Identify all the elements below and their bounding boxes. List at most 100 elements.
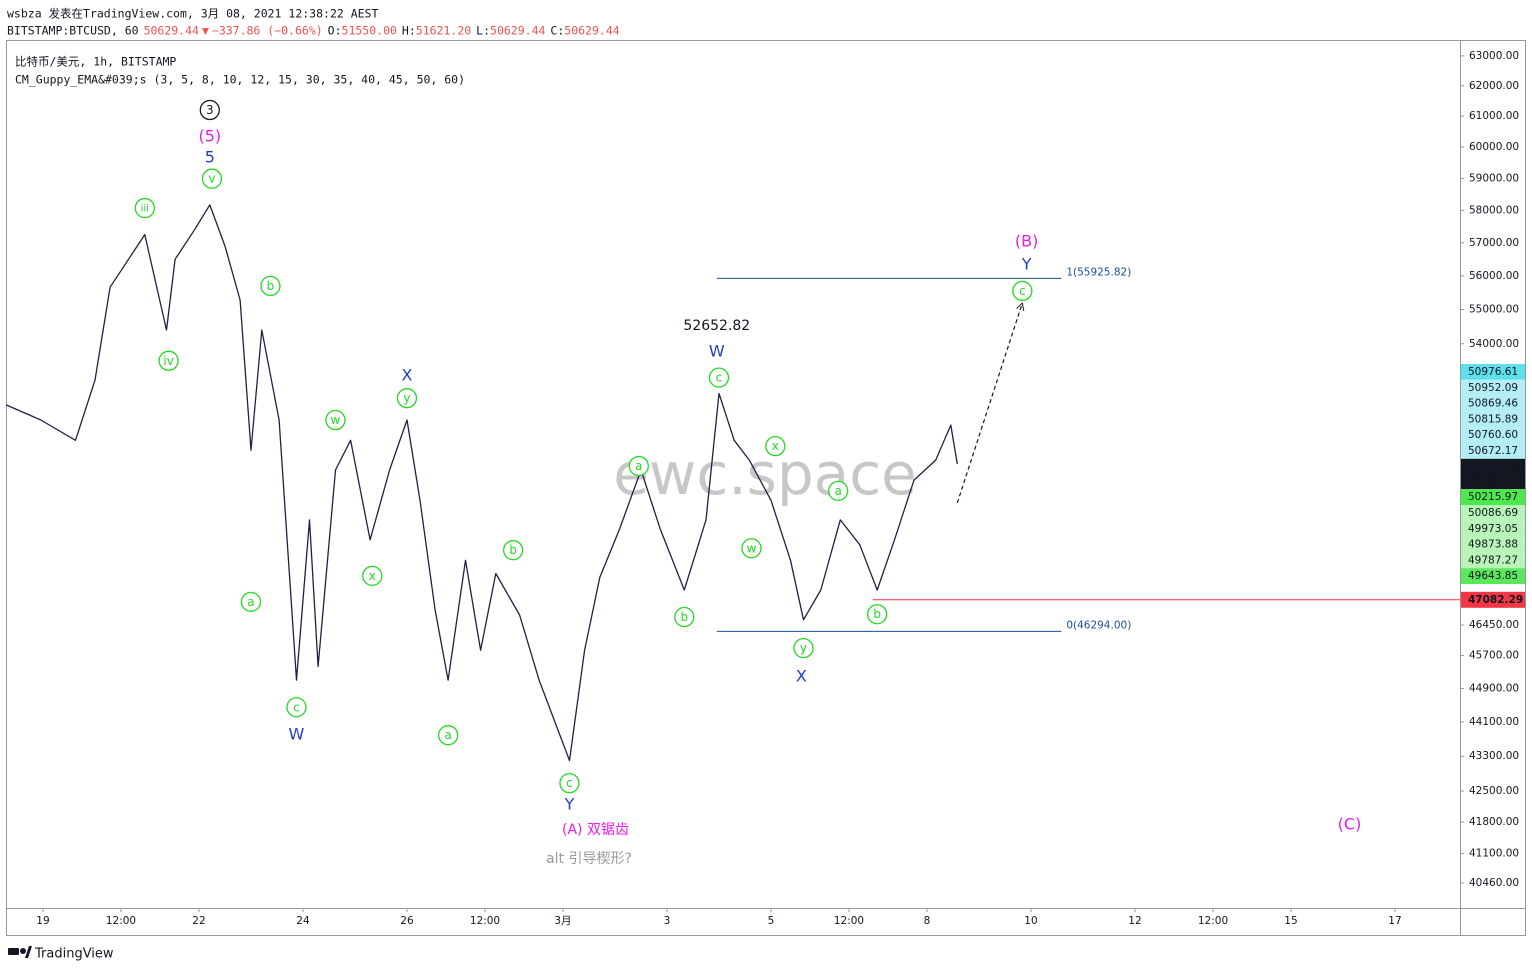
x-tick-label: 3 <box>664 915 671 927</box>
x-tick-label: 24 <box>296 915 310 927</box>
quote-part: 50629.44 <box>564 24 619 38</box>
indicator-legend: CM_Guppy_EMA&#039;s (3, 5, 8, 10, 12, 15… <box>15 73 465 87</box>
x-tick-label: 19 <box>36 915 49 927</box>
quote-part: BITSTAMP:BTCUSD, 60 <box>7 24 139 38</box>
fib-label: 1(55925.82) <box>1066 266 1131 278</box>
price-label: 50215.97 <box>1468 491 1518 503</box>
price-label: 49787.27 <box>1468 554 1518 566</box>
chart-note: 52652.82 <box>683 318 750 334</box>
y-tick-label: 41100.00 <box>1469 848 1519 860</box>
price-label-bg <box>1461 505 1525 521</box>
wave-label: w <box>331 413 341 427</box>
y-tick-label: 61000.00 <box>1469 110 1519 122</box>
price-label-bg <box>1461 458 1525 490</box>
y-tick-label: 46450.00 <box>1469 619 1519 631</box>
wave-label: c <box>716 371 723 385</box>
price-label: 49973.05 <box>1468 523 1518 535</box>
y-tick-label: 43300.00 <box>1469 750 1519 762</box>
wave-label: v <box>208 172 215 186</box>
x-tick-label: 15 <box>1284 915 1297 927</box>
wave-label: (C) <box>1338 815 1362 834</box>
wave-circle <box>396 388 418 409</box>
wave-label: b <box>267 279 275 293</box>
price-label: 50952.09 <box>1468 382 1518 394</box>
wave-circle <box>201 168 223 189</box>
wave-label: w <box>747 541 757 555</box>
chart-note: alt 引导楔形? <box>546 851 632 867</box>
y-tick-label: 40460.00 <box>1469 877 1519 889</box>
y-tick-label: 44900.00 <box>1469 682 1519 694</box>
wave-label: b <box>873 607 881 621</box>
quote-part: H: <box>402 24 416 38</box>
wave-circle <box>828 480 849 502</box>
y-tick-label: 42500.00 <box>1469 785 1519 797</box>
symbol-legend: 比特币/美元, 1h, BITSTAMP <box>15 55 176 69</box>
wave-circle <box>674 606 695 628</box>
x-tick-label: 22 <box>192 915 205 927</box>
fib-label: 0(46294.00) <box>1066 619 1131 631</box>
projection-arrow <box>956 302 1023 504</box>
y-tick-label: 63000.00 <box>1469 50 1519 62</box>
wave-label: b <box>509 543 517 557</box>
quote-part: −337.86 (−0.66%) <box>212 24 323 38</box>
y-tick-label: 55000.00 <box>1469 304 1519 316</box>
y-tick-label: 56000.00 <box>1469 270 1519 282</box>
price-label: 50086.69 <box>1468 507 1518 519</box>
x-tick-label: 10 <box>1024 915 1037 927</box>
quote-part: 50629.44 <box>490 24 545 38</box>
price-label-bg <box>1461 411 1525 428</box>
wave-label: W <box>289 725 305 744</box>
wave-label: iii <box>141 204 149 215</box>
price-label: 49873.88 <box>1468 539 1518 551</box>
price-label-bg <box>1461 395 1525 412</box>
wave-label: y <box>800 641 807 655</box>
quote-part: L: <box>476 24 490 38</box>
price-label: 50869.46 <box>1468 398 1518 410</box>
wave-label: c <box>293 700 300 714</box>
wave-label: X <box>401 365 412 384</box>
arrow-head <box>1016 302 1025 312</box>
price-line-series <box>5 204 958 762</box>
wave-label: (B) <box>1015 231 1038 250</box>
wave-label: c <box>566 776 573 790</box>
footer-logo <box>8 946 32 958</box>
price-label-countdown: 21:42 <box>1468 475 1498 487</box>
footer-brand: TradingView <box>34 947 114 962</box>
y-tick-label: 44100.00 <box>1469 716 1519 728</box>
wave-circle <box>708 367 730 388</box>
quote-part: 51621.20 <box>416 24 471 38</box>
price-label: 50672.17 <box>1468 445 1518 457</box>
watermark: ewc.space <box>613 440 917 508</box>
price-label-bg <box>1461 379 1525 396</box>
x-tick-label: 12 <box>1128 915 1141 927</box>
price-label-bg <box>1461 536 1525 553</box>
quote-part: O: <box>328 24 342 38</box>
wave-label: (5) <box>198 126 221 145</box>
y-tick-label: 59000.00 <box>1469 172 1519 184</box>
wave-label: 5 <box>205 147 215 166</box>
x-tick-label: 8 <box>924 915 931 927</box>
y-tick-label: 41800.00 <box>1469 816 1519 828</box>
price-label-bg <box>1461 364 1525 380</box>
y-tick-label: 60000.00 <box>1469 141 1519 153</box>
wave-circle <box>741 538 762 559</box>
wave-label: a <box>834 484 841 498</box>
chart-frame <box>6 40 1526 936</box>
x-tick-label: 3月 <box>554 915 571 927</box>
x-tick-label: 12:00 <box>1198 915 1228 927</box>
quote-part: C: <box>550 24 564 38</box>
wave-label: 3 <box>206 103 214 117</box>
price-label: 50760.60 <box>1468 429 1518 441</box>
price-label-bg <box>1461 552 1525 569</box>
wave-circle <box>199 99 220 121</box>
x-tick-label: 17 <box>1388 915 1401 927</box>
wave-circle <box>158 350 179 371</box>
byline: wsbza 发表在TradingView.com, 3月 08, 2021 12… <box>7 7 378 21</box>
chart-note: (A) 双锯齿 <box>562 822 629 838</box>
wave-circle <box>867 604 888 625</box>
x-tick-label: 26 <box>400 915 414 927</box>
y-tick-label: 45700.00 <box>1469 649 1519 661</box>
wave-circle <box>362 565 383 587</box>
price-label-bg <box>1461 520 1525 537</box>
price-label-bg <box>1461 489 1525 505</box>
